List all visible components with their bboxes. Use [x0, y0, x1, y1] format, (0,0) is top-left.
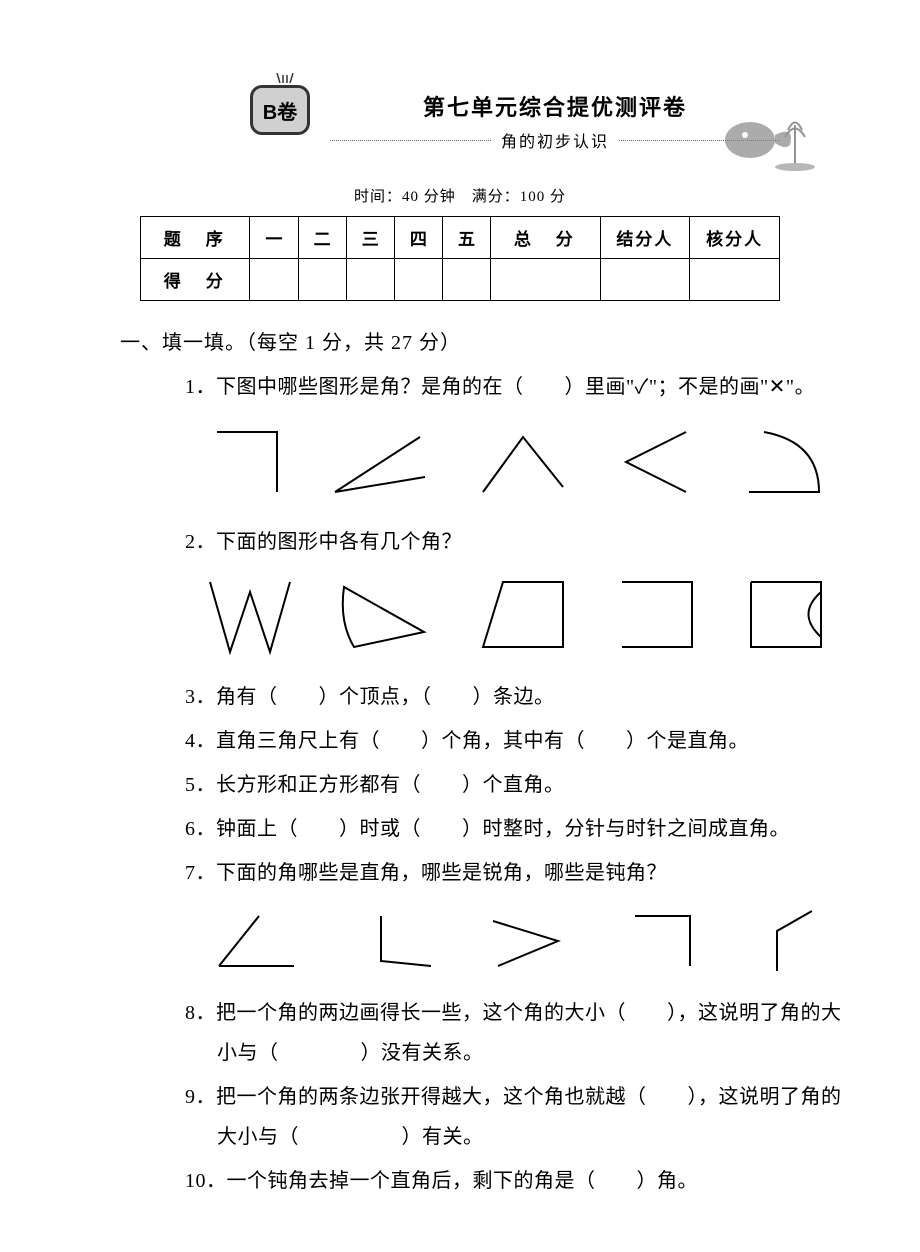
th-3: 三: [346, 217, 394, 259]
question-1: 1．下图中哪些图形是角？是角的在（ ）里画"✓"；不是的画"✕"。: [185, 367, 850, 407]
q2-fig-2: [329, 572, 439, 662]
td-3: [346, 259, 394, 301]
q7-fig-5: [742, 906, 832, 976]
q7-fig-4: [615, 906, 705, 976]
td-2: [298, 259, 346, 301]
page-header: B卷 第七单元综合提优测评卷 角的初步认识: [70, 80, 850, 170]
question-5: 5．长方形和正方形都有（ ）个直角。: [185, 765, 850, 805]
q7-fig-2: [341, 906, 441, 976]
question-10: 10．一个钝角去掉一个直角后，剩下的角是（ ）角。: [185, 1161, 850, 1201]
q7-fig-1: [204, 906, 304, 976]
td-checker: [690, 259, 780, 301]
q1-fig-2: [325, 422, 435, 502]
th-4: 四: [394, 217, 442, 259]
td-5: [442, 259, 490, 301]
th-checker: 核分人: [690, 217, 780, 259]
td-label: 得 分: [141, 259, 250, 301]
th-2: 二: [298, 217, 346, 259]
question-7: 7．下面的角哪些是直角，哪些是锐角，哪些是钝角？: [185, 853, 850, 893]
score-table: 题 序 一 二 三 四 五 总 分 结分人 核分人 得 分: [140, 216, 780, 301]
th-5: 五: [442, 217, 490, 259]
section-1-title: 一、填一填。（每空 1 分，共 27 分）: [120, 326, 850, 355]
td-total: [491, 259, 600, 301]
q2-fig-4: [607, 572, 707, 662]
decoration-image: [700, 95, 820, 175]
td-1: [250, 259, 298, 301]
q2-figures: [185, 572, 850, 662]
q2-fig-5: [736, 572, 836, 662]
q1-fig-3: [468, 422, 578, 502]
meta-info: 时间：40 分钟 满分：100 分: [70, 185, 850, 206]
th-1: 一: [250, 217, 298, 259]
q1-figures: [185, 417, 850, 507]
q1-fig-5: [734, 422, 834, 502]
td-4: [394, 259, 442, 301]
q1-fig-1: [202, 422, 292, 502]
q2-fig-1: [200, 572, 300, 662]
table-header-row: 题 序 一 二 三 四 五 总 分 结分人 核分人: [141, 217, 780, 259]
paper-badge: B卷: [250, 85, 320, 145]
q7-fig-3: [478, 906, 578, 976]
q2-fig-3: [468, 572, 578, 662]
th-scorer: 结分人: [600, 217, 690, 259]
badge-label: B卷: [263, 96, 297, 125]
question-9: 9．把一个角的两条边张开得越大，这个角也就越（ ），这说明了角的大小与（ ）有关…: [185, 1077, 850, 1157]
question-6: 6．钟面上（ ）时或（ ）时整时，分针与时针之间成直角。: [185, 809, 850, 849]
question-3: 3．角有（ ）个顶点，（ ）条边。: [185, 677, 850, 717]
question-2: 2．下面的图形中各有几个角？: [185, 522, 850, 562]
questions-list: 1．下图中哪些图形是角？是角的在（ ）里画"✓"；不是的画"✕"。 2．下面的图…: [185, 367, 850, 1201]
table-score-row: 得 分: [141, 259, 780, 301]
th-total: 总 分: [491, 217, 600, 259]
subtitle: 角的初步认识: [491, 128, 619, 152]
question-8: 8．把一个角的两边画得长一些，这个角的大小（ ），这说明了角的大小与（ ）没有关…: [185, 993, 850, 1073]
td-scorer: [600, 259, 690, 301]
q7-figures: [185, 903, 850, 978]
th-seq: 题 序: [141, 217, 250, 259]
divider-left: [330, 140, 491, 141]
q1-fig-4: [611, 422, 701, 502]
question-4: 4．直角三角尺上有（ ）个角，其中有（ ）个是直角。: [185, 721, 850, 761]
